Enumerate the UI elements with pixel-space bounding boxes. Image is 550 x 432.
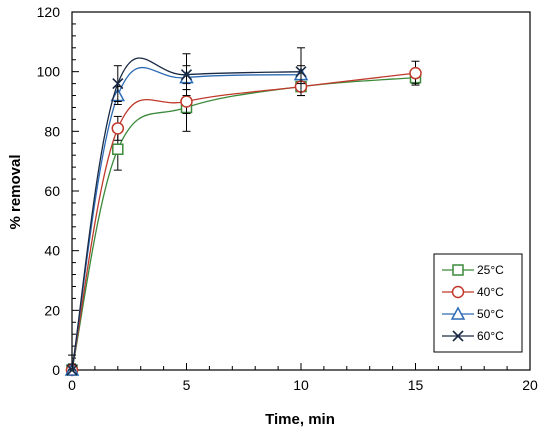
legend-item: 25°C <box>442 263 504 277</box>
x-tick-label: 10 <box>293 377 309 393</box>
axes: 0 5 10 15 20 0 20 40 60 80 100 120 <box>37 4 538 393</box>
legend-marker <box>452 330 464 342</box>
x-axis-title: Time, min <box>265 411 335 428</box>
data-point <box>295 66 307 78</box>
legend-label: 50°C <box>477 307 504 321</box>
x-tick-label: 0 <box>68 377 76 393</box>
legend-marker <box>452 264 464 276</box>
y-tick-label: 80 <box>44 123 60 139</box>
series-0 <box>66 71 422 376</box>
data-point <box>111 122 125 135</box>
data-point <box>112 78 124 90</box>
y-tick-label: 60 <box>44 183 60 199</box>
y-tick-label: 100 <box>37 64 61 80</box>
marker-stroke <box>66 364 78 376</box>
y-tick-label: 20 <box>44 302 60 318</box>
data-point <box>409 66 422 80</box>
legend-item: 40°C <box>442 285 504 299</box>
legend-label: 40°C <box>477 285 504 299</box>
data-point <box>66 364 78 376</box>
marker-stroke <box>112 78 124 90</box>
series-line <box>71 57 302 371</box>
legend-marker <box>451 285 465 299</box>
series-3 <box>66 47 307 376</box>
data-point <box>180 69 193 81</box>
y-tick-label: 0 <box>52 362 60 378</box>
legend-marker <box>450 306 466 320</box>
legend: 25°C 40°C 50°C 60°C <box>433 253 523 353</box>
x-tick-label: 20 <box>522 377 538 393</box>
y-tick-label: 40 <box>44 243 60 259</box>
legend-item: 60°C <box>442 329 504 343</box>
x-tick-label: 15 <box>408 377 424 393</box>
data-point <box>180 95 193 108</box>
data-point <box>112 143 124 155</box>
series-layer <box>64 47 422 377</box>
legend-label: 25°C <box>477 263 504 277</box>
legend-item: 50°C <box>442 306 504 321</box>
marker-stroke <box>295 66 307 78</box>
marker-stroke <box>452 330 464 342</box>
y-tick-label: 120 <box>37 4 61 20</box>
series-line <box>71 76 416 371</box>
x-tick-label: 5 <box>183 377 191 393</box>
y-axis-title: % removal <box>7 154 24 229</box>
marker-stroke <box>180 69 193 81</box>
legend-label: 60°C <box>477 329 504 343</box>
series-line <box>71 72 416 371</box>
series-1 <box>65 60 422 377</box>
